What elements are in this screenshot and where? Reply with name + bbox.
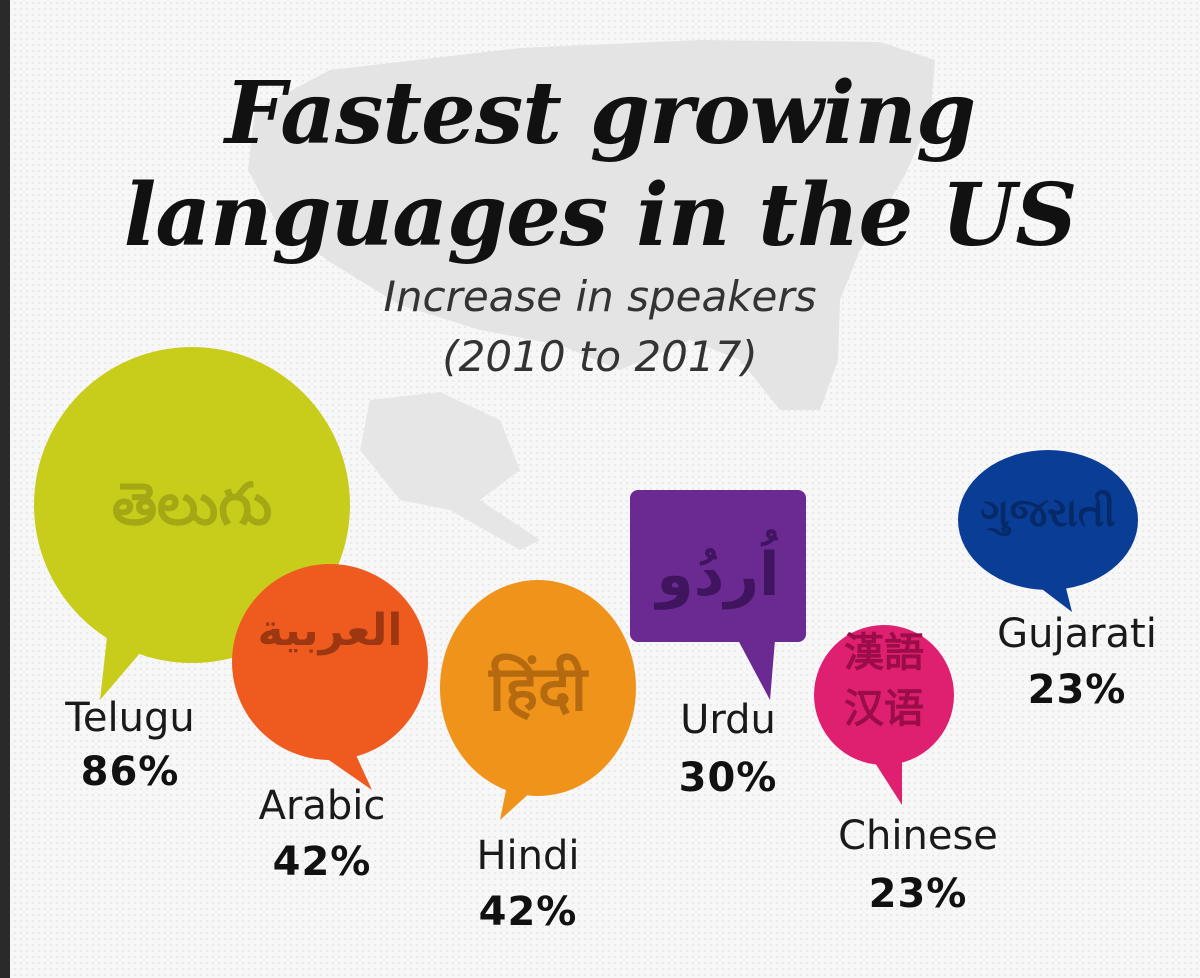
- bubble-urdu: [630, 490, 806, 700]
- label-arabic: Arabic: [258, 783, 386, 829]
- script-urdu: اُردُو: [656, 540, 780, 610]
- title-line-1: Fastest growing: [224, 63, 976, 164]
- value-arabic: 42%: [272, 839, 372, 885]
- label-gujarati: Gujarati: [997, 611, 1157, 657]
- label-chinese: Chinese: [838, 813, 998, 859]
- script-arabic: العربية: [257, 605, 403, 656]
- subtitle-line-1: Increase in speakers: [383, 272, 817, 321]
- value-gujarati: 23%: [1027, 667, 1127, 713]
- left-border: [0, 0, 10, 978]
- value-chinese: 23%: [868, 871, 968, 917]
- script-chinese: 漢語 汉语: [844, 630, 924, 732]
- label-urdu: Urdu: [680, 697, 776, 743]
- bubble-hindi: [440, 580, 636, 820]
- subtitle-line-2: (2010 to 2017): [442, 332, 758, 381]
- label-hindi: Hindi: [476, 833, 580, 879]
- value-urdu: 30%: [678, 755, 778, 801]
- value-hindi: 42%: [478, 889, 578, 935]
- script-telugu: తెలుగు: [111, 470, 273, 538]
- bubble-arabic: [232, 564, 428, 790]
- bubble-gujarati: [958, 450, 1138, 612]
- value-telugu: 86%: [80, 749, 180, 795]
- bubble-chinese: [814, 625, 954, 805]
- script-gujarati: ગુજરાતી: [980, 490, 1116, 536]
- script-hindi: हिंदी: [489, 652, 587, 725]
- title-line-2: languages in the US: [123, 165, 1078, 266]
- label-telugu: Telugu: [65, 695, 195, 741]
